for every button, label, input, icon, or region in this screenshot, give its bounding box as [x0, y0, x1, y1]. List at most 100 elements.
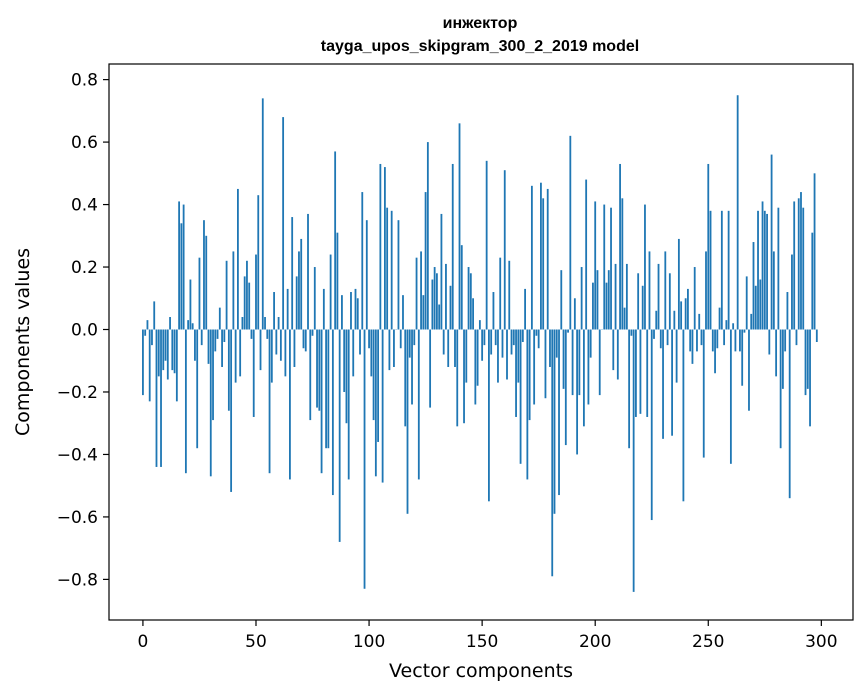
bar [616, 329, 619, 380]
bar [175, 329, 178, 402]
bar [216, 329, 219, 339]
y-axis-ticks: −0.8 −0.6 −0.4 −0.2 0.0 0.2 0.4 0.6 0.8 [57, 71, 109, 590]
bar [261, 98, 264, 330]
bar [166, 329, 169, 380]
bar [603, 204, 606, 330]
bar [173, 329, 176, 374]
bar [399, 329, 402, 349]
x-axis-ticks: 0 50 100 150 200 250 300 [138, 620, 838, 652]
bar [402, 295, 404, 330]
bar [546, 188, 549, 330]
bar [605, 282, 608, 330]
bar [458, 123, 461, 330]
bar [282, 117, 285, 330]
bar [295, 276, 298, 330]
y-tick-label: 0.4 [71, 196, 98, 216]
x-axis-label: Vector components [389, 660, 573, 682]
bar [741, 329, 744, 386]
bar [680, 301, 683, 330]
bar [743, 329, 746, 333]
bar [363, 329, 366, 589]
bar [526, 329, 529, 480]
bar [806, 329, 809, 389]
bar [781, 329, 784, 389]
bar [196, 329, 199, 449]
bar [739, 329, 741, 352]
bar [169, 317, 171, 330]
bar [148, 329, 151, 402]
bar [804, 329, 807, 396]
bar [748, 329, 750, 411]
bar [469, 273, 472, 330]
bar [153, 301, 156, 330]
bar [234, 329, 237, 383]
bar [212, 329, 214, 421]
bar [325, 329, 327, 449]
bar [279, 329, 282, 361]
bar [397, 220, 400, 330]
x-tick-label: 300 [805, 632, 837, 652]
bar [200, 329, 203, 346]
y-tick-label: −0.8 [57, 570, 98, 590]
bar [393, 329, 395, 367]
bar [239, 329, 242, 377]
bar [662, 329, 664, 439]
bar [207, 329, 210, 364]
bar [465, 329, 468, 383]
bar [372, 329, 375, 421]
bar [585, 179, 588, 330]
bar [309, 329, 312, 421]
bar [417, 329, 420, 480]
bar [386, 207, 389, 330]
bar [549, 329, 551, 367]
bar [684, 298, 687, 330]
bar [289, 329, 291, 480]
bar [408, 329, 411, 358]
bar [334, 151, 337, 330]
bar [732, 323, 735, 330]
bar [178, 201, 181, 330]
bar [429, 329, 432, 408]
bar [460, 245, 463, 330]
bar [535, 329, 538, 336]
bar [374, 329, 377, 477]
bar [223, 329, 226, 342]
bar [246, 260, 248, 330]
bar [232, 251, 235, 330]
bar [788, 329, 791, 499]
bar [521, 329, 524, 342]
bar [705, 251, 707, 330]
bar [286, 288, 289, 330]
bar [492, 292, 495, 330]
bar [791, 254, 793, 330]
bar [673, 310, 676, 330]
bar [266, 329, 269, 339]
bar [592, 282, 594, 330]
bar [793, 201, 796, 330]
bar [494, 329, 497, 346]
y-tick-label: 0.6 [71, 133, 98, 153]
bar [709, 210, 712, 330]
bar [571, 329, 574, 396]
bar [338, 329, 341, 542]
bar [157, 329, 160, 377]
bar [302, 329, 305, 349]
bar [365, 220, 368, 330]
bar [745, 276, 748, 330]
bar [248, 282, 251, 330]
bar [442, 329, 445, 355]
bar [589, 329, 592, 358]
bar [259, 329, 262, 371]
bar [160, 329, 162, 467]
bar [347, 329, 350, 480]
bar [720, 210, 723, 330]
bar [424, 192, 427, 330]
bar [194, 329, 196, 361]
bar [275, 329, 278, 355]
bar [582, 329, 585, 427]
bar [809, 329, 811, 427]
bar [191, 323, 194, 330]
bar [406, 329, 409, 514]
bar [243, 276, 246, 330]
bar [544, 329, 547, 399]
